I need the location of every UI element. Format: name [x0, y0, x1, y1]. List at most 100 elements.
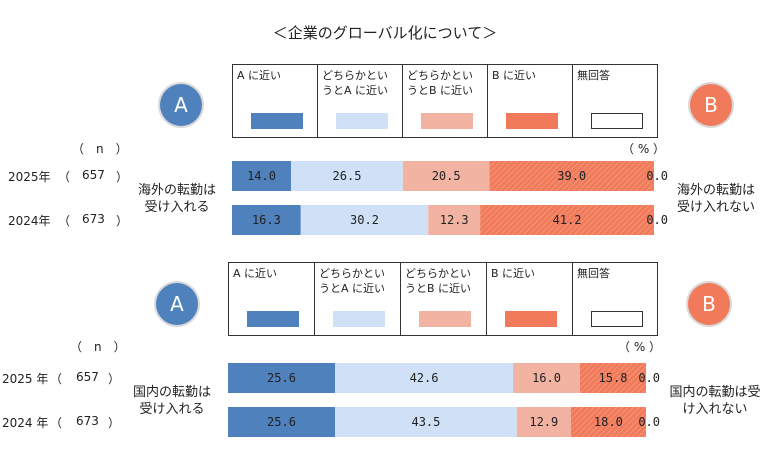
bar-segment-a	[228, 407, 336, 437]
row-n: 673	[76, 414, 99, 428]
bar-segment-a	[228, 363, 336, 393]
legend-1: A に近い どちらかとい うとA に近い どちらかとい うとB に近い B に近…	[232, 64, 658, 138]
data-label-rather-b: 12.3	[440, 213, 469, 227]
legend-swatch	[336, 113, 388, 129]
option-a-letter: A	[170, 292, 184, 316]
row-n: 673	[82, 212, 105, 226]
row-paren-open: （	[58, 214, 71, 228]
left-group-label: 国内の転勤は 受け入れる	[132, 385, 211, 417]
bar-segment-b	[489, 161, 654, 191]
row-year: 2025年	[8, 170, 51, 184]
chart-title: ＜企業のグローバル化について＞	[272, 24, 498, 42]
row-year: 2024年	[8, 214, 51, 228]
bar-segment-b	[579, 363, 646, 393]
percent-header: （ % ）	[622, 142, 666, 156]
data-label-a: 14.0	[247, 169, 276, 183]
option-b-letter: B	[704, 93, 718, 117]
bar-segment-rather-a	[300, 205, 429, 235]
row-n: 657	[76, 370, 99, 384]
legend-label: どちらかとい うとB に近い	[405, 267, 472, 295]
legend-item-rather-a: どちらかとい うとA に近い	[318, 65, 403, 137]
bar-segment-rather-b	[428, 205, 481, 235]
bar-segment-b	[480, 205, 654, 235]
data-label-rather-a: 26.5	[333, 169, 362, 183]
legend-label: 無回答	[577, 69, 610, 82]
row-year: 2024 年	[2, 416, 49, 430]
legend-label: 無回答	[577, 267, 610, 280]
legend-label: A に近い	[233, 267, 278, 280]
legend-label: A に近い	[237, 69, 282, 82]
legend-item-no-answer: 無回答	[573, 263, 657, 335]
legend-swatch	[506, 113, 558, 129]
bar-segment-rather-b	[513, 363, 580, 393]
data-label-b: 41.2	[553, 213, 582, 227]
legend-item-a: A に近い	[229, 263, 315, 335]
n-header: （ n ）	[72, 142, 128, 156]
data-label-no-answer: 0.0	[638, 371, 660, 385]
data-label-no-answer: 0.0	[646, 213, 668, 227]
data-label-b: 18.0	[594, 415, 623, 429]
legend-label: どちらかとい うとA に近い	[319, 267, 386, 295]
bar-segment-b	[570, 407, 646, 437]
data-label-a: 25.6	[267, 371, 296, 385]
option-b-letter: B	[702, 292, 716, 316]
data-label-rather-b: 20.5	[432, 169, 461, 183]
bar-segment-rather-a	[335, 407, 517, 437]
row-paren-close: ）	[116, 214, 129, 228]
bar-segment-rather-a	[335, 363, 514, 393]
legend-item-rather-b: どちらかとい うとB に近い	[403, 65, 488, 137]
bar-segment-a	[232, 205, 301, 235]
legend-swatch	[251, 113, 303, 129]
row-paren-open: （	[50, 416, 63, 430]
row-year: 2025 年	[2, 372, 49, 386]
legend-item-rather-b: どちらかとい うとB に近い	[401, 263, 487, 335]
bar-segment-rather-b	[402, 161, 490, 191]
legend-item-a: A に近い	[233, 65, 318, 137]
left-group-label: 海外の転勤は 受け入れる	[137, 183, 216, 215]
legend-label: どちらかとい うとA に近い	[322, 69, 389, 97]
legend-item-no-answer: 無回答	[573, 65, 657, 137]
percent-header: （ % ）	[618, 340, 662, 354]
option-a-circle: A	[160, 84, 202, 126]
stacked-bar-chart-1: 14.0 26.5 20.5 39.0 0.0 16.3 30.2 12.3 41.2 0.0	[232, 161, 668, 235]
legend-swatch	[591, 113, 643, 129]
legend-swatch	[419, 311, 471, 327]
row-paren-close: ）	[116, 170, 129, 184]
data-label-no-answer: 0.0	[638, 415, 660, 429]
row-n: 657	[82, 168, 105, 182]
stacked-bar-chart-2: 25.6 42.6 16.0 15.8 0.0 25.6 43.5 12.9 18.0 0.0	[228, 363, 660, 437]
legend-label: B に近い	[491, 267, 536, 280]
data-label-no-answer: 0.0	[646, 169, 668, 183]
data-label-rather-b: 12.9	[529, 415, 558, 429]
legend-item-b: B に近い	[488, 65, 573, 137]
legend-swatch	[247, 311, 299, 327]
data-label-b: 15.8	[599, 371, 628, 385]
legend-label: どちらかとい うとB に近い	[407, 69, 474, 97]
option-a-letter: A	[174, 93, 188, 117]
row-paren-close: ）	[108, 372, 121, 386]
row-paren-close: ）	[108, 416, 121, 430]
bar-segment-rather-a	[291, 161, 403, 191]
legend-swatch	[591, 311, 643, 327]
data-label-rather-a: 30.2	[350, 213, 379, 227]
data-label-rather-b: 16.0	[532, 371, 561, 385]
legend-label: B に近い	[492, 69, 537, 82]
legend-item-rather-a: どちらかとい うとA に近い	[315, 263, 401, 335]
bar-segment-a	[232, 161, 292, 191]
row-paren-open: （	[50, 372, 63, 386]
option-b-circle: B	[690, 84, 732, 126]
legend-swatch	[333, 311, 385, 327]
legend-swatch	[505, 311, 557, 327]
bar-segment-rather-b	[516, 407, 571, 437]
row-paren-open: （	[58, 170, 71, 184]
data-label-rather-a: 43.5	[411, 415, 440, 429]
right-group-label: 海外の転勤は 受け入れない	[676, 183, 755, 215]
option-a-circle: A	[156, 283, 198, 325]
n-header: （ n ）	[70, 340, 126, 354]
data-label-rather-a: 42.6	[410, 371, 439, 385]
data-label-a: 16.3	[252, 213, 281, 227]
legend-swatch	[421, 113, 473, 129]
data-label-b: 39.0	[557, 169, 586, 183]
legend-item-b: B に近い	[487, 263, 573, 335]
option-b-circle: B	[688, 283, 730, 325]
